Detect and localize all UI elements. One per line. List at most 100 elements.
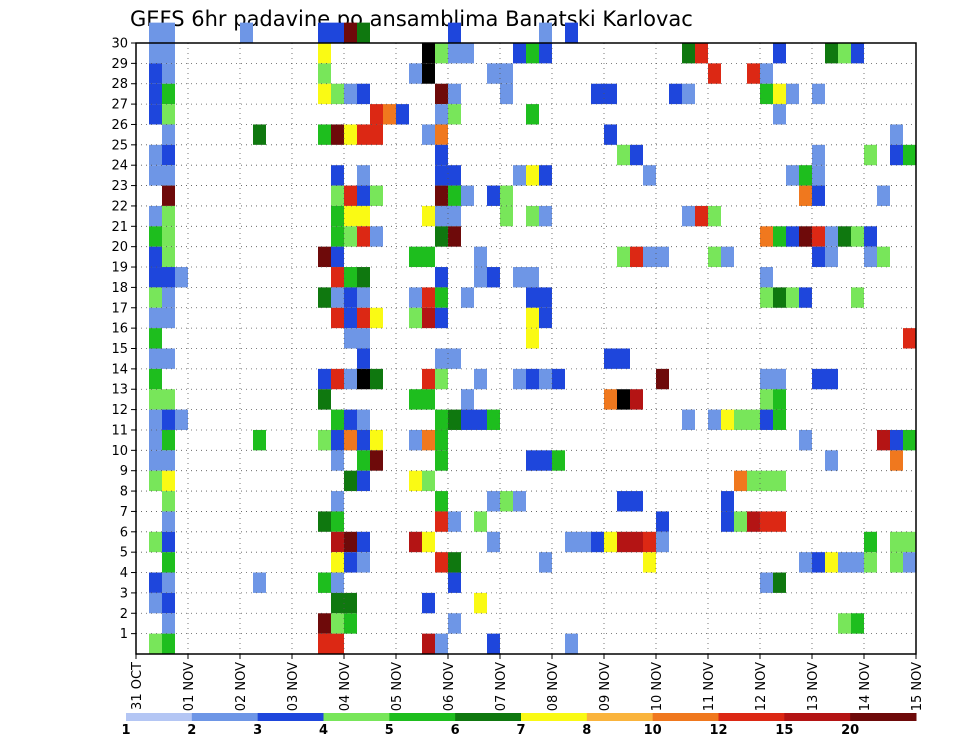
heatmap-cell (162, 531, 175, 553)
y-tick-label: 19 (111, 261, 128, 276)
heatmap-cell (357, 267, 370, 288)
legend-label: 8 (582, 723, 591, 738)
heatmap-cell (630, 144, 643, 166)
heatmap-cell (539, 43, 552, 64)
heatmap-cell (760, 267, 773, 288)
heatmap-cell (487, 409, 500, 430)
heatmap-cell (162, 572, 175, 593)
heatmap-cell (448, 572, 461, 593)
heatmap-cell (149, 165, 162, 186)
heatmap-cell (162, 226, 175, 247)
heatmap-cell (526, 205, 539, 227)
heatmap-cell (500, 491, 513, 512)
heatmap-cell (318, 613, 331, 634)
heatmap-cell (331, 83, 344, 105)
heatmap-cell (890, 124, 903, 145)
legend-label: 12 (709, 723, 727, 738)
legend-label: 2 (187, 723, 196, 738)
heatmap-cell (344, 368, 357, 390)
heatmap-cell (513, 368, 526, 390)
heatmap-cell (357, 552, 370, 573)
heatmap-cell (799, 165, 812, 186)
heatmap-cell (812, 165, 825, 186)
heatmap-cell (747, 511, 760, 532)
heatmap-cell (851, 552, 864, 573)
x-tick-label: 31 OCT (130, 662, 145, 710)
heatmap-cell (617, 389, 630, 410)
heatmap-cell (526, 165, 539, 186)
heatmap-cell (370, 104, 383, 125)
heatmap-cell (331, 450, 344, 471)
heatmap-cell (721, 511, 734, 532)
heatmap-cell (604, 124, 617, 145)
heatmap-cell (162, 389, 175, 410)
heatmap-cell (331, 491, 344, 512)
heatmap-cell (825, 552, 838, 573)
heatmap-cell (474, 368, 487, 390)
heatmap-cell (708, 63, 721, 84)
heatmap-cell (331, 22, 344, 43)
heatmap-cell (760, 368, 773, 390)
heatmap-cell (630, 491, 643, 512)
heatmap-cell (149, 307, 162, 329)
heatmap-cell (435, 429, 448, 451)
heatmap-cell (331, 613, 344, 634)
y-tick-label: 11 (111, 423, 128, 438)
heatmap-cell (357, 429, 370, 451)
heatmap-cell (682, 205, 695, 227)
heatmap-cell (318, 429, 331, 451)
heatmap-cell (162, 592, 175, 614)
x-tick-label: 11 NOV (702, 662, 717, 711)
heatmap-cell (357, 368, 370, 390)
heatmap-cell (435, 409, 448, 430)
y-tick-label: 26 (111, 118, 128, 133)
heatmap-cell (344, 531, 357, 553)
y-tick-label: 6 (120, 525, 128, 540)
heatmap-cell (344, 328, 357, 349)
heatmap-cell (864, 144, 877, 166)
heatmap-cell (422, 287, 435, 308)
heatmap-cell (149, 592, 162, 614)
heatmap-cell (162, 165, 175, 186)
heatmap-cell (812, 552, 825, 573)
heatmap-cell (318, 633, 331, 654)
heatmap-cell (513, 491, 526, 512)
heatmap-cell (149, 470, 162, 492)
heatmap-cell (344, 287, 357, 308)
heatmap-cell (539, 205, 552, 227)
heatmap-cell (331, 511, 344, 532)
heatmap-cell (604, 348, 617, 369)
heatmap-cell (591, 83, 604, 105)
heatmap-cell (149, 368, 162, 390)
heatmap-cell (162, 43, 175, 64)
heatmap-cell (812, 144, 825, 166)
heatmap-cell (149, 572, 162, 593)
heatmap-cell (318, 43, 331, 64)
heatmap-cell (331, 165, 344, 186)
heatmap-cell (773, 368, 786, 390)
heatmap-cell (162, 124, 175, 145)
heatmap-cell (760, 470, 773, 492)
heatmap-cell (786, 83, 799, 105)
heatmap-cell (331, 552, 344, 573)
heatmap-cell (487, 633, 500, 654)
heatmap-cell (760, 572, 773, 593)
heatmap-cell (435, 368, 448, 390)
heatmap-cell (864, 226, 877, 247)
heatmap-cell (760, 511, 773, 532)
heatmap-cell (578, 531, 591, 553)
heatmap-cell (474, 409, 487, 430)
heatmap-cells (149, 22, 916, 654)
heatmap-cell (331, 185, 344, 206)
legend-swatch (586, 713, 654, 721)
heatmap-cell (513, 165, 526, 186)
heatmap-cell (422, 307, 435, 329)
legend-swatch (191, 713, 259, 721)
heatmap-cell (435, 43, 448, 64)
heatmap-cell (773, 226, 786, 247)
heatmap-cell (435, 124, 448, 145)
heatmap-cell (864, 531, 877, 553)
legend-label: 4 (319, 723, 328, 738)
heatmap-cell (435, 287, 448, 308)
